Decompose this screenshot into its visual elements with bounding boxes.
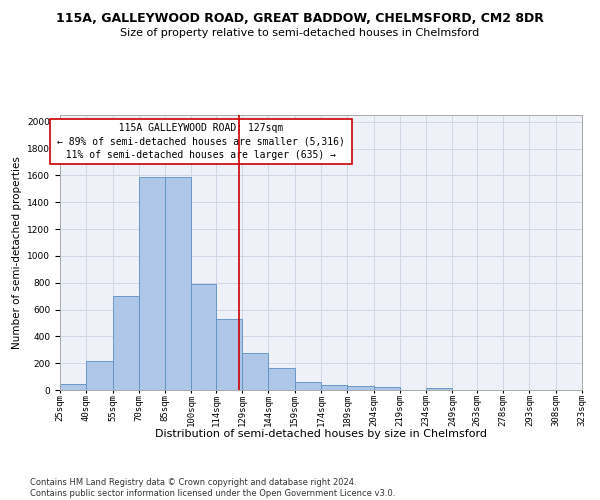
- Y-axis label: Number of semi-detached properties: Number of semi-detached properties: [12, 156, 22, 349]
- Bar: [165, 176, 191, 390]
- Text: 115A GALLEYWOOD ROAD: 127sqm  
← 89% of semi-detached houses are smaller (5,316): 115A GALLEYWOOD ROAD: 127sqm ← 89% of se…: [54, 123, 348, 160]
- Bar: [268, 368, 295, 390]
- Bar: [216, 319, 242, 390]
- Text: Size of property relative to semi-detached houses in Chelmsford: Size of property relative to semi-detach…: [121, 28, 479, 38]
- Bar: [60, 384, 86, 390]
- Bar: [374, 388, 400, 390]
- Bar: [86, 361, 113, 390]
- Bar: [242, 353, 268, 390]
- Bar: [426, 388, 452, 390]
- Text: 115A, GALLEYWOOD ROAD, GREAT BADDOW, CHELMSFORD, CM2 8DR: 115A, GALLEYWOOD ROAD, GREAT BADDOW, CHE…: [56, 12, 544, 26]
- Bar: [295, 382, 321, 390]
- Bar: [321, 386, 347, 390]
- Bar: [191, 284, 216, 390]
- X-axis label: Distribution of semi-detached houses by size in Chelmsford: Distribution of semi-detached houses by …: [155, 429, 487, 439]
- Bar: [347, 386, 374, 390]
- Bar: [113, 296, 139, 390]
- Text: Contains HM Land Registry data © Crown copyright and database right 2024.
Contai: Contains HM Land Registry data © Crown c…: [30, 478, 395, 498]
- Bar: [139, 176, 165, 390]
